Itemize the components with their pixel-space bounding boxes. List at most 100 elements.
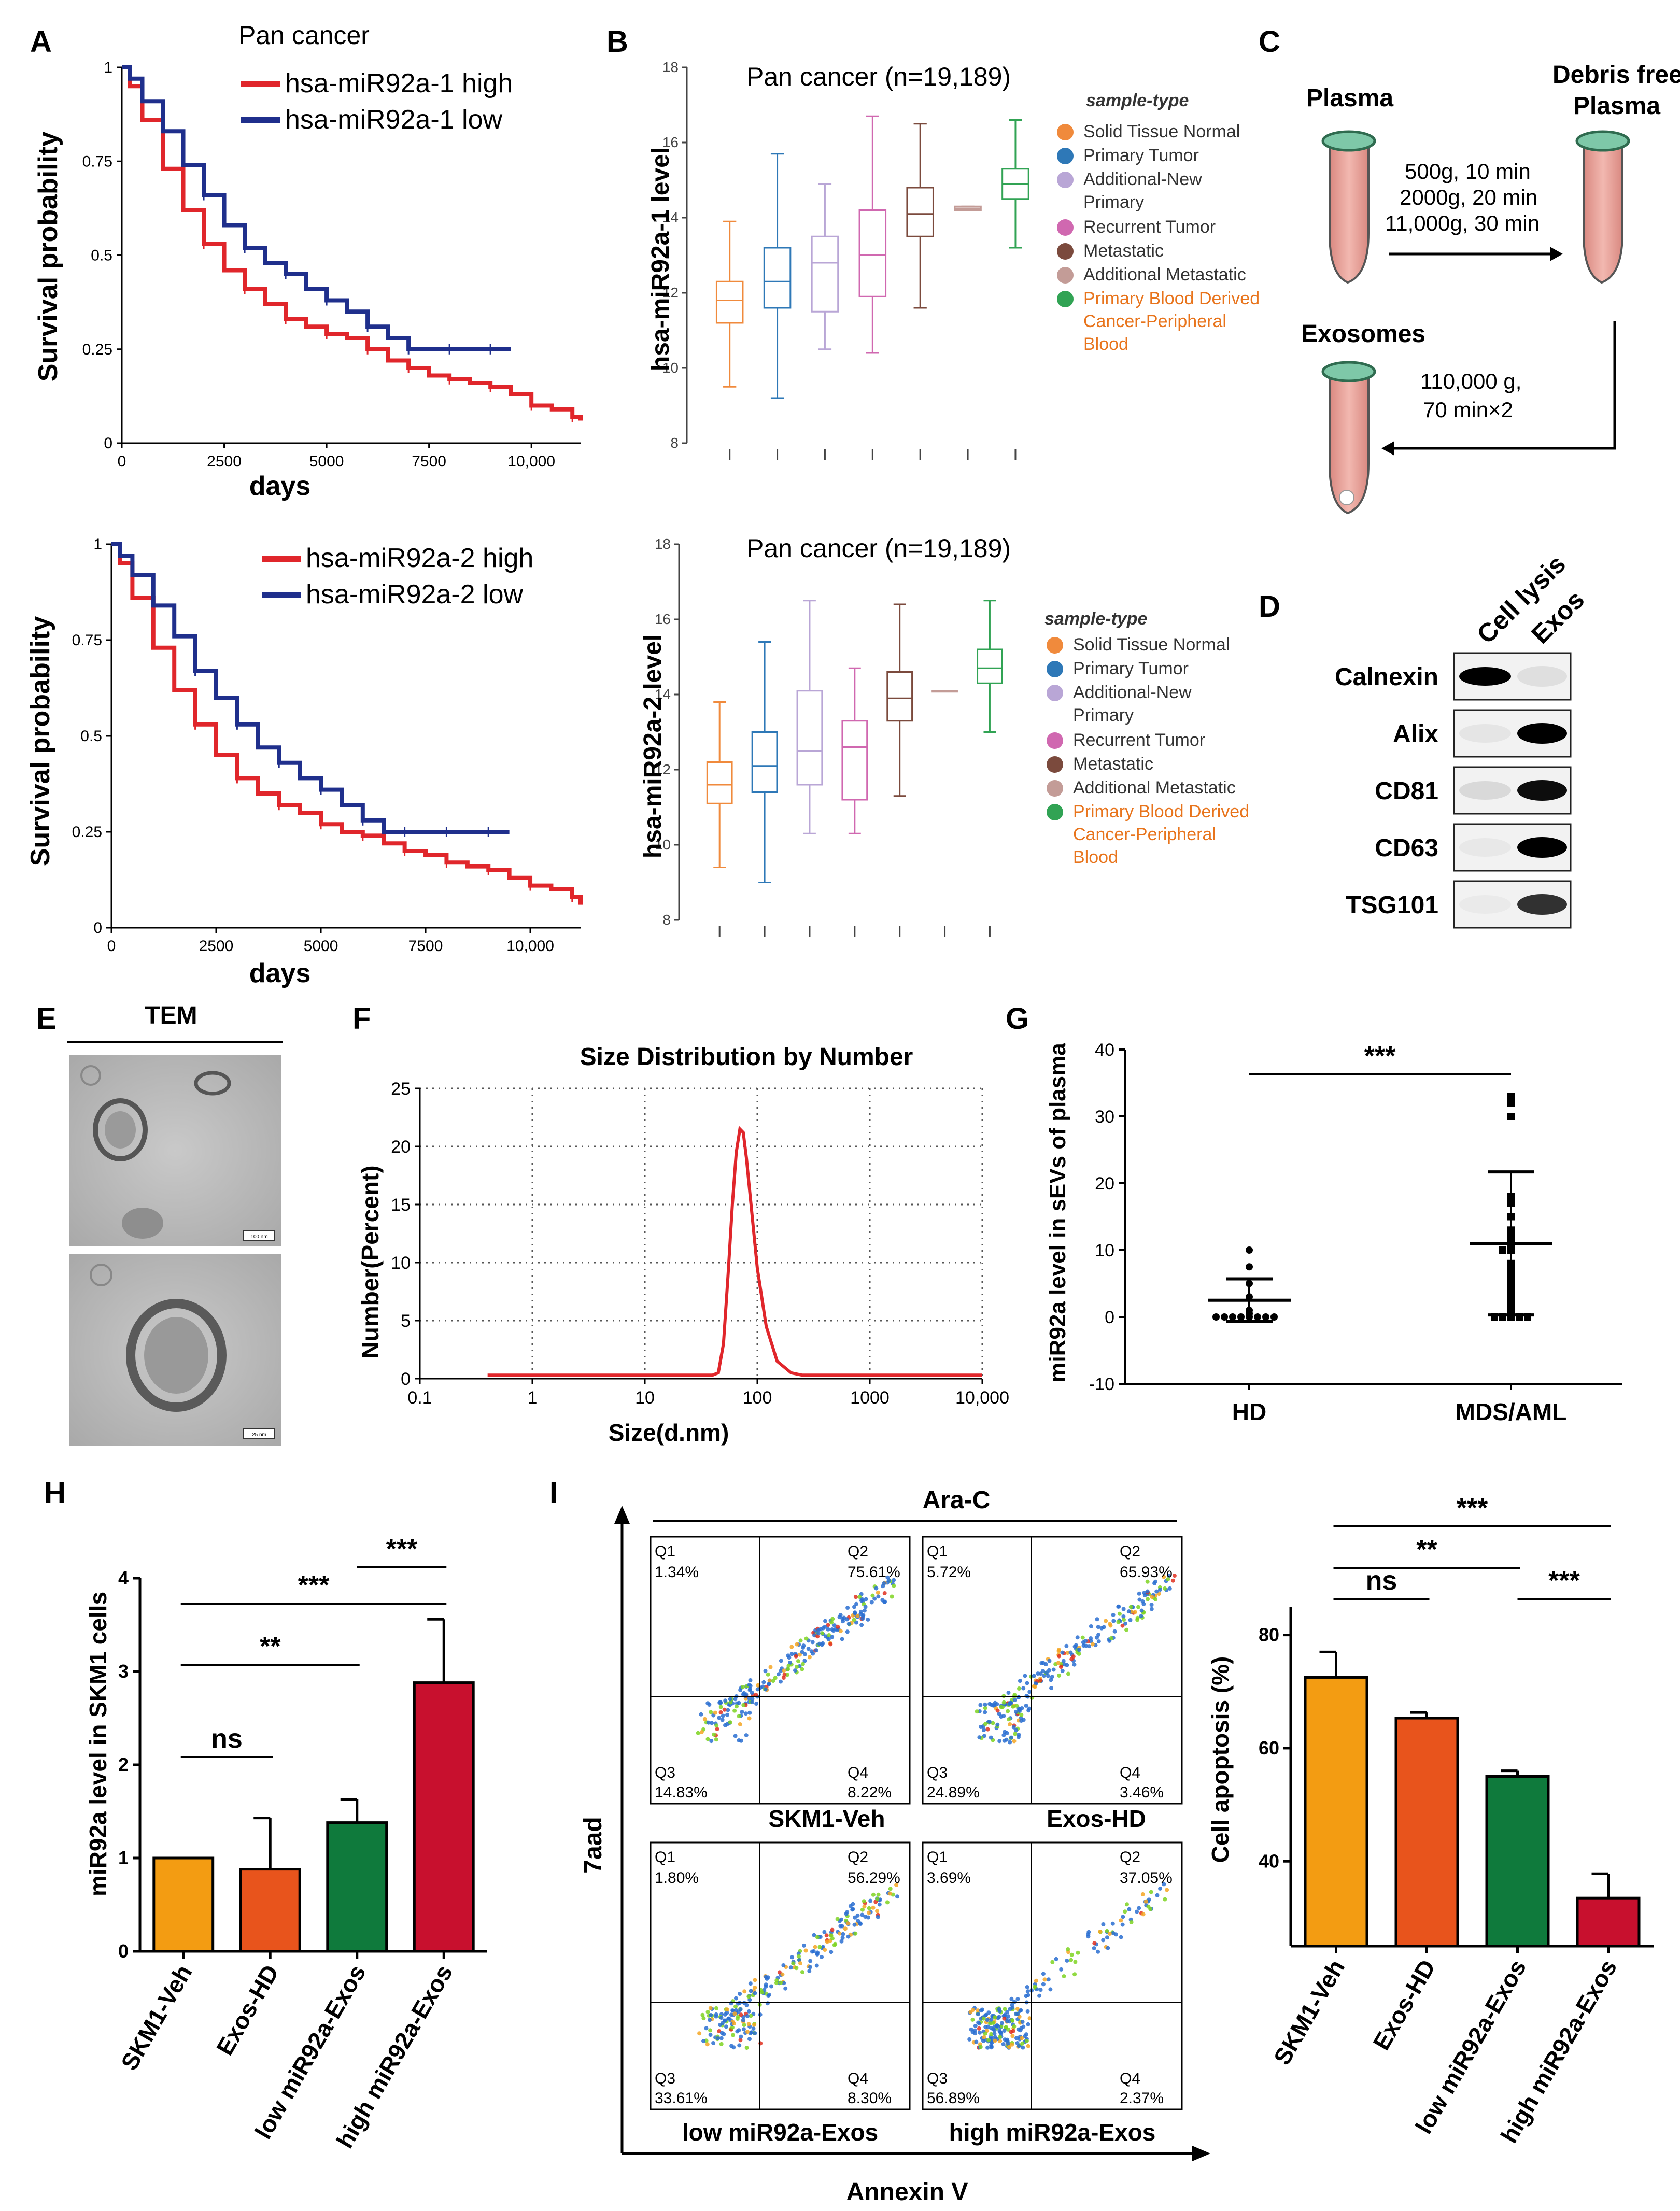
event-dot [699, 1712, 703, 1717]
x-tick-label: 7500 [412, 453, 446, 470]
legend-label: Blood [1073, 847, 1118, 867]
event-dot [1117, 1604, 1121, 1609]
y-tick-label: 16 [655, 611, 671, 627]
event-dot [779, 1668, 783, 1673]
quadrant-value-q4: 2.37% [1120, 2090, 1164, 2107]
event-dot [807, 1968, 812, 1973]
event-dot [1019, 2008, 1023, 2012]
event-dot [1117, 1611, 1122, 1616]
event-dot [982, 2035, 986, 2039]
event-dot [781, 1963, 786, 1967]
event-dot [733, 2004, 738, 2009]
panel-label-a: A [30, 25, 52, 59]
event-dot [999, 2021, 1004, 2025]
event-dot [872, 1596, 877, 1601]
event-dot [1033, 1985, 1037, 1989]
event-dot [848, 1904, 853, 1908]
data-point [1507, 1293, 1515, 1301]
event-dot [734, 1996, 738, 2001]
data-point [1246, 1263, 1253, 1271]
event-dot [1109, 1636, 1113, 1640]
event-dot [830, 1927, 835, 1932]
quadrant-name-q3: Q3 [655, 2070, 675, 2087]
event-dot [870, 1593, 875, 1598]
event-dot [1019, 1719, 1024, 1723]
event-dot [1020, 2020, 1025, 2024]
event-dot [1073, 1960, 1078, 1964]
event-dot [741, 1685, 745, 1689]
event-dot [718, 1705, 723, 1709]
event-dot [789, 1645, 794, 1649]
event-dot [1008, 1740, 1012, 1745]
boxplot-mir92a-1: Pan cancer (n=19,189) 8 10 12 14 16 18 hsa-mi… [647, 59, 1260, 460]
event-dot [800, 1667, 804, 1671]
event-dot [871, 1892, 876, 1897]
event-dot [983, 2024, 988, 2029]
x-tick-label: 0 [107, 938, 116, 955]
event-dot [1042, 1977, 1047, 1982]
event-dot [777, 1970, 782, 1975]
event-dot [800, 1650, 804, 1654]
event-dot [1021, 2045, 1025, 2050]
event-dot [722, 1707, 727, 1712]
event-dot [811, 1949, 816, 1953]
size-distribution-curve [487, 1125, 982, 1377]
event-dot [779, 1980, 783, 1985]
event-dot [1025, 2009, 1030, 2014]
event-dot [846, 1934, 851, 1939]
event-dot [845, 1921, 850, 1926]
event-dot [721, 1713, 725, 1718]
event-dot [826, 1623, 830, 1627]
box [715, 280, 744, 324]
box [763, 247, 792, 309]
event-dot [1106, 1946, 1110, 1950]
event-dot [1137, 1597, 1142, 1602]
legend-swatch [1047, 780, 1063, 797]
event-dot [891, 1892, 895, 1897]
y-axis-label: Survival probability [25, 616, 55, 867]
event-dot [740, 1709, 744, 1714]
event-dot [840, 1936, 845, 1940]
legend-label: Metastatic [1073, 754, 1153, 774]
event-dot [977, 2030, 982, 2035]
event-dot [728, 1700, 733, 1705]
legend-label-low: hsa-miR92a-2 low [306, 579, 523, 610]
event-dot [753, 1985, 757, 1990]
event-dot [838, 1924, 843, 1929]
event-dot [853, 1611, 857, 1615]
event-dot [985, 2018, 990, 2022]
event-dot [708, 2006, 713, 2010]
event-dot [985, 2045, 990, 2050]
event-dot [1038, 1988, 1043, 1992]
event-dot [1080, 1635, 1085, 1640]
event-dot [1096, 1639, 1101, 1644]
event-dot [993, 2015, 997, 2020]
event-dot [731, 2033, 735, 2037]
survival-chart-mir92a-1: Pan cancer 0 2500 5000 7500 10,000 0 0.25 0.5 0.… [33, 21, 583, 501]
event-dot [832, 1943, 837, 1947]
event-dot [1065, 1958, 1069, 1963]
quadrant-name-q1: Q1 [927, 1849, 948, 1866]
panel-label-i: I [549, 1476, 558, 1510]
chart-title: Size Distribution by Number [580, 1043, 913, 1071]
event-dot [812, 1933, 816, 1937]
tube-debris-free [1575, 130, 1630, 284]
data-point [1507, 1240, 1515, 1248]
arrow-head-2-icon [1381, 441, 1394, 456]
event-dot [983, 2031, 987, 2036]
legend-swatch [1047, 756, 1063, 773]
event-dot [1034, 1978, 1038, 1983]
event-dot [777, 1672, 781, 1677]
event-dot [788, 1661, 792, 1665]
event-dot [885, 1575, 890, 1580]
bar [413, 1681, 475, 1953]
event-dot [1141, 1912, 1146, 1917]
event-dot [1046, 1977, 1051, 1982]
event-dot [1016, 1735, 1021, 1739]
quadrant-value-q3: 56.89% [927, 2090, 980, 2107]
quadrant-name-q4: Q4 [1120, 1764, 1140, 1781]
event-dot [754, 1702, 759, 1706]
event-dot [750, 1700, 755, 1704]
box [811, 235, 839, 313]
